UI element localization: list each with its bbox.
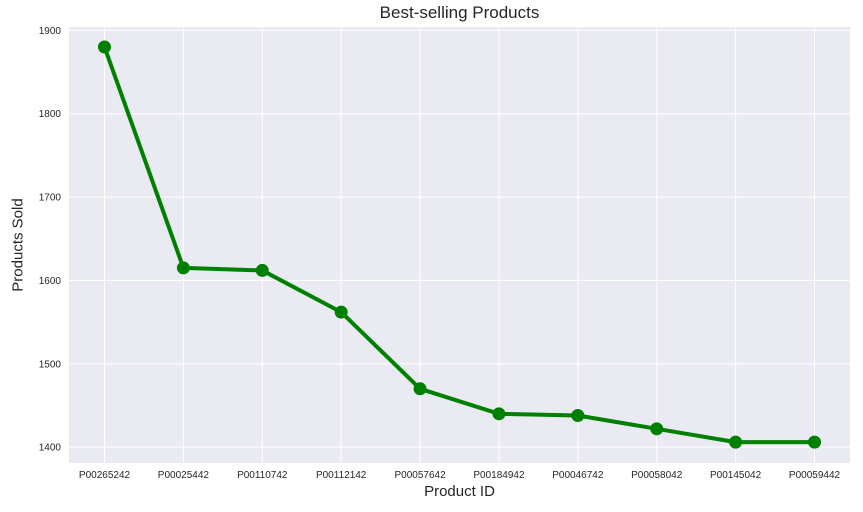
data-point-marker (334, 305, 348, 319)
y-tick-label: 1800 (39, 109, 62, 120)
data-point-marker (255, 263, 269, 277)
x-tick-label: P00058042 (631, 470, 683, 481)
data-point-marker (571, 408, 585, 422)
data-point-marker (98, 40, 111, 54)
y-tick-label: 1400 (39, 443, 62, 454)
y-tick-label: 1500 (39, 359, 62, 370)
data-point-marker (650, 422, 664, 436)
data-point-marker (808, 435, 821, 449)
x-tick-label: P00025442 (158, 470, 210, 481)
y-tick-labels: 1400 1500 1600 1700 1800 1900 (39, 26, 62, 454)
data-point-marker (413, 382, 427, 396)
plot-area (69, 27, 850, 463)
x-gridlines (104, 27, 815, 463)
x-tick-label: P00059442 (789, 470, 841, 481)
x-axis-label: Product ID (424, 483, 495, 500)
x-tick-label: P00112142 (316, 470, 367, 481)
data-point-marker (176, 261, 190, 275)
x-tick-label: P00110742 (237, 470, 288, 481)
data-point-marker (729, 435, 743, 449)
y-axis-label-text: Products Sold (9, 198, 27, 292)
data-point-marker (492, 407, 506, 421)
y-tick-label: 1900 (39, 26, 62, 37)
y-tick-label: 1700 (39, 193, 62, 204)
y-gridlines (69, 29, 850, 448)
y-tick-label: 1600 (39, 276, 62, 287)
x-tick-label: P00145042 (710, 470, 762, 481)
series-line-group (98, 40, 821, 449)
series-line (102, 46, 815, 445)
x-tick-labels: P00265242 P00025442 P00110742 P00112142 P000… (79, 470, 841, 481)
chart-title: Best-selling Products (379, 3, 540, 22)
x-tick-label: P00046742 (552, 470, 604, 481)
x-tick-label: P00184942 (473, 470, 525, 481)
x-tick-label: P00265242 (79, 470, 131, 481)
x-tick-label: P00057642 (394, 470, 446, 481)
